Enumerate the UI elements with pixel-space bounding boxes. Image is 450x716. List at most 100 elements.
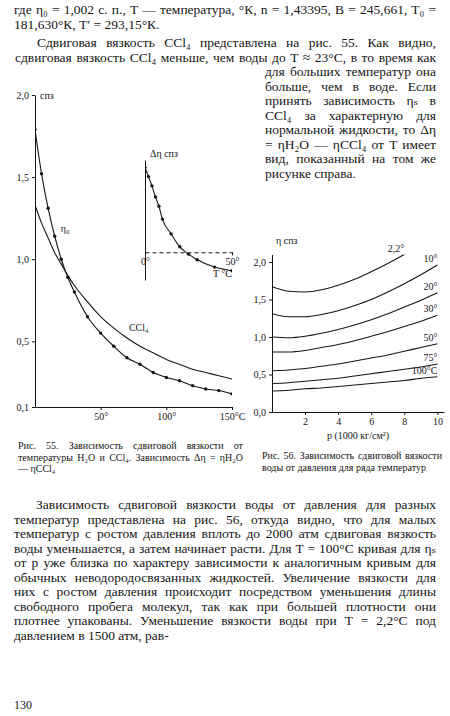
point — [165, 376, 168, 379]
y-axis: 0,0 0,5 1,0 1,5 2,0 — [254, 255, 273, 418]
tick-label: 8 — [402, 416, 407, 427]
figure-caption: Рис. 55. Зависимость сдвиговой вязкости … — [18, 440, 243, 475]
point — [73, 290, 76, 293]
y-axis-title: Δη спз — [150, 148, 178, 159]
tick-mark — [437, 412, 438, 415]
tick: 8 — [402, 412, 407, 427]
tick-mark — [269, 300, 272, 301]
tick-label: 4 — [336, 416, 341, 427]
point — [217, 389, 220, 392]
series-line — [272, 377, 437, 391]
point — [154, 195, 157, 198]
tick-mark — [269, 337, 272, 338]
tick: 1,5 — [17, 172, 36, 183]
tick-mark — [305, 412, 306, 415]
point — [178, 245, 181, 248]
tick-label: 1,0 — [254, 332, 267, 343]
y-axis-title: спз — [40, 90, 54, 101]
tick: 0,5 — [17, 336, 36, 347]
y-axis-line — [145, 161, 146, 281]
tick: 1,0 — [254, 332, 273, 343]
x-axis-line — [273, 412, 445, 413]
tick-mark — [338, 412, 339, 415]
y-axis-title: η спз — [276, 235, 298, 246]
tick-label: 50° — [226, 256, 240, 267]
point — [152, 371, 155, 374]
tick-label: 2,0 — [17, 90, 30, 101]
paragraph: Зависимость сдвиговой вязкости воды от д… — [14, 498, 436, 643]
point — [230, 392, 232, 395]
tick: 50° — [94, 407, 108, 422]
tick: 2,0 — [254, 257, 273, 268]
x-axis-title: p (1000 кг/см²) — [327, 430, 389, 442]
x-axis: 50° 100° 150°C — [36, 407, 246, 422]
tick-mark — [32, 95, 35, 96]
series-label: 20° — [423, 281, 437, 292]
point — [86, 315, 89, 318]
tick: 2 — [303, 412, 308, 427]
tick-mark — [32, 341, 35, 342]
tick: 150°C — [220, 407, 246, 422]
tick-label: 50° — [94, 411, 108, 422]
y-axis — [145, 161, 146, 281]
paragraph-text: Сдвиговая вязкость CCl₄ представлена на … — [15, 35, 436, 181]
tick-label: 1,0 — [17, 254, 30, 265]
point — [191, 384, 194, 387]
point — [60, 258, 63, 261]
series-label: η₀ — [61, 223, 70, 234]
tick-mark — [232, 407, 233, 410]
point — [169, 232, 172, 235]
series-line — [145, 167, 232, 270]
series-label: 30° — [423, 303, 437, 314]
tick: 50° — [226, 252, 240, 267]
series-line — [272, 364, 437, 384]
plot-area — [35, 128, 232, 396]
x-axis: 0°50° — [141, 252, 240, 267]
x-axis-title: T °C — [213, 268, 232, 279]
tick-label: 2,0 — [254, 257, 267, 268]
tick-label: 1,5 — [254, 294, 267, 305]
tick-label: 100° — [157, 411, 176, 422]
tick-label: 0,1 — [17, 402, 30, 413]
tick-mark — [269, 375, 272, 376]
page: где η₀ = 1,002 с. п., T — температура, °… — [0, 0, 450, 716]
figure-56: 2468100,00,51,01,52,02,2°10°20°30°50°75°… — [252, 232, 450, 444]
tick-mark — [32, 259, 35, 260]
plot-area — [272, 255, 437, 392]
tick: 1,0 — [17, 254, 36, 265]
figure-caption: Рис. 56. Зависимость сдвиговой вязкости … — [262, 450, 442, 473]
tick: 100° — [157, 407, 176, 422]
series-line — [272, 265, 437, 317]
figure-55: 50° 100° 150°C 0,1 0,5 1,0 1,5 2,0 η₀ CCl₄ спз 0°50… — [0, 80, 252, 430]
x-axis-line — [36, 407, 233, 408]
tick-label: 6 — [369, 416, 374, 427]
point — [99, 331, 102, 334]
series-line — [35, 205, 232, 379]
point — [147, 175, 150, 178]
point — [145, 166, 147, 169]
point — [125, 356, 128, 359]
point — [46, 207, 49, 210]
tick-mark — [32, 177, 35, 178]
series-label: 75° — [423, 352, 437, 363]
tick-label: 150°C — [220, 411, 246, 422]
tick: 0,1 — [17, 402, 36, 413]
series-labels: 2,2°10°20°30°50°75°100°C — [388, 243, 438, 376]
tick-label: 0,5 — [254, 369, 267, 380]
series-labels: η₀ CCl₄ — [61, 223, 149, 333]
tick-label: 10 — [433, 416, 443, 427]
plot-area — [145, 166, 232, 273]
point — [35, 128, 37, 131]
series-label: 100°C — [412, 365, 438, 376]
tick-mark — [166, 407, 167, 410]
tick-mark — [269, 262, 272, 263]
tick: 10 — [433, 412, 443, 427]
tick-mark — [371, 412, 372, 415]
tick-mark — [404, 412, 405, 415]
point — [187, 252, 190, 255]
tick: 0,0 — [254, 407, 273, 418]
y-axis-line — [35, 96, 36, 408]
series-label: 50° — [423, 332, 437, 343]
series-label: CCl₄ — [129, 322, 149, 333]
tick-label: 0,5 — [17, 336, 30, 347]
